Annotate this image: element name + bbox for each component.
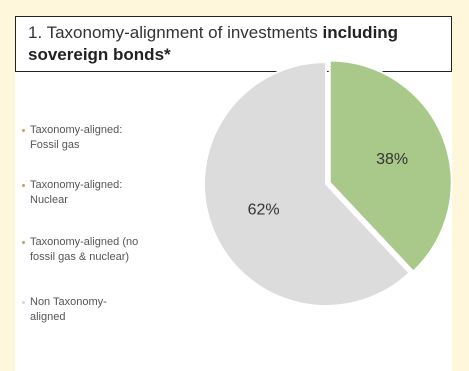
legend-label: Taxonomy-aligned:: [30, 124, 123, 136]
chart-header: 1. Taxonomy-alignment of investments inc…: [15, 16, 452, 72]
slice-data-label: 62%: [248, 202, 280, 219]
pie-slice: [203, 60, 411, 307]
legend-item-nuclear: Taxonomy-aligned: Nuclear: [22, 178, 197, 208]
legend-label: Taxonomy-aligned:: [30, 179, 123, 191]
pie-slice: [328, 59, 453, 273]
legend-label: aligned: [30, 311, 66, 323]
legend-label: Non Taxonomy-: [30, 296, 107, 308]
legend-item-non-aligned: Non Taxonomy-aligned: [22, 295, 197, 325]
legend-marker: [22, 301, 25, 304]
slice-data-label: 38%: [376, 151, 408, 168]
legend-label: Nuclear: [30, 194, 68, 206]
legend-item-fossil-gas: Taxonomy-aligned: Fossil gas: [22, 123, 197, 153]
legend-marker: [22, 129, 25, 132]
legend-marker: [22, 184, 25, 187]
legend-item-aligned-other: Taxonomy-aligned (no fossil gas & nuclear…: [22, 235, 197, 265]
legend-label: Taxonomy-aligned (no: [30, 236, 139, 248]
legend-marker: [22, 241, 25, 244]
title-emphasis-line2: sovereign bonds*: [28, 45, 171, 64]
title-emphasis: including: [322, 23, 399, 42]
title-text: 1. Taxonomy-alignment of investments: [28, 23, 318, 42]
legend-label: Fossil gas: [30, 139, 80, 151]
legend-label: fossil gas & nuclear): [30, 251, 130, 263]
